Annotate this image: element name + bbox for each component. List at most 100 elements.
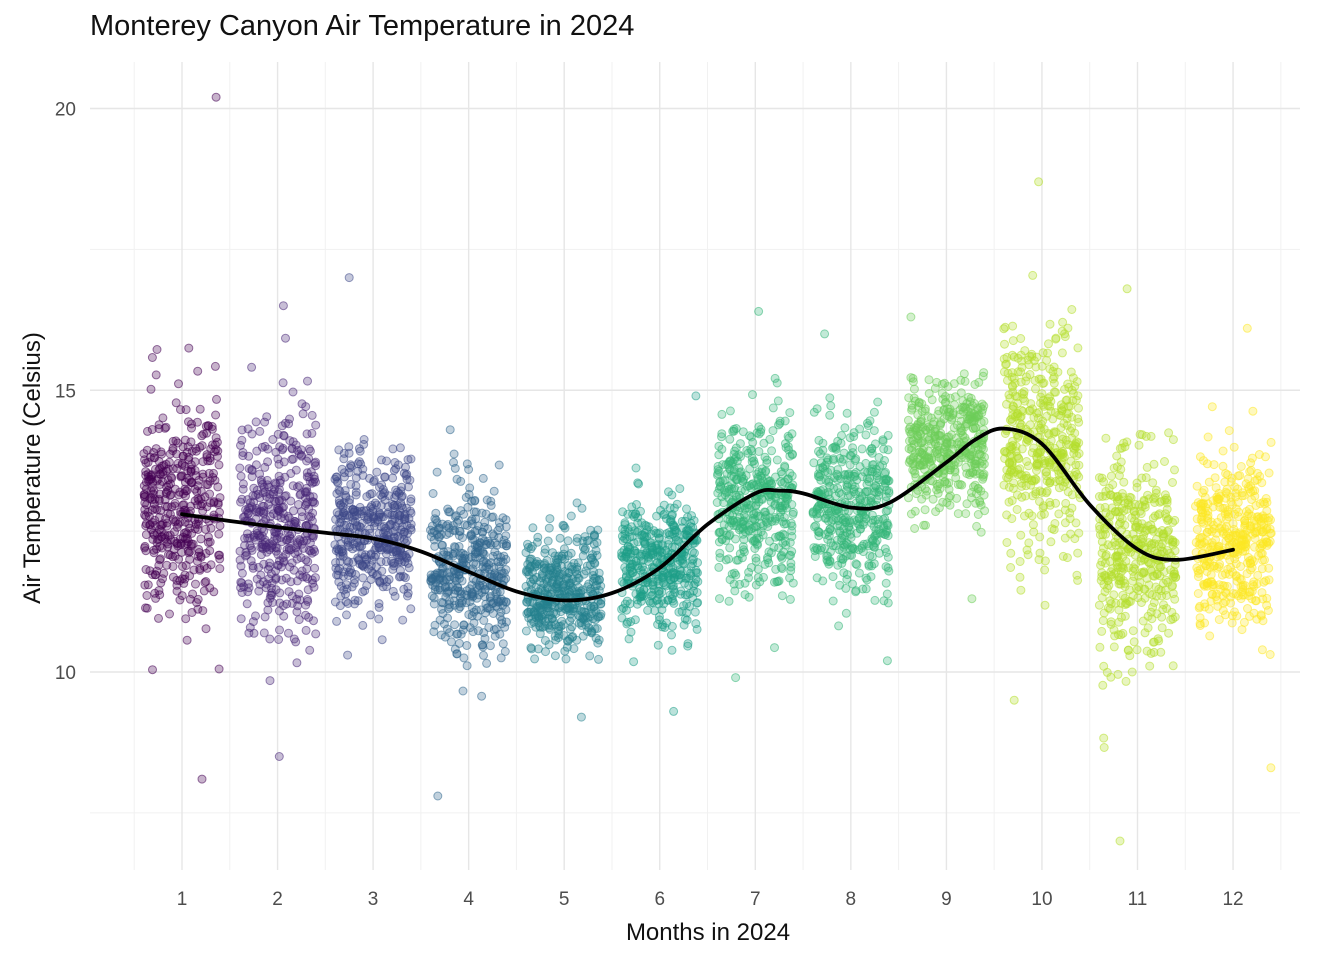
data-point bbox=[343, 537, 353, 547]
data-point bbox=[1169, 569, 1179, 579]
data-point bbox=[388, 444, 398, 454]
data-point bbox=[917, 494, 927, 504]
data-point bbox=[196, 551, 206, 561]
data-point bbox=[452, 649, 462, 659]
data-point bbox=[859, 512, 869, 522]
data-point bbox=[591, 615, 600, 625]
data-point bbox=[388, 473, 398, 483]
data-point bbox=[1074, 528, 1084, 538]
data-point bbox=[915, 447, 925, 457]
data-point bbox=[676, 589, 686, 599]
data-point bbox=[870, 531, 880, 541]
data-point bbox=[406, 454, 416, 464]
data-point bbox=[848, 448, 858, 458]
data-point bbox=[809, 458, 819, 468]
data-point bbox=[999, 367, 1009, 377]
data-point bbox=[301, 520, 311, 530]
data-point bbox=[965, 468, 975, 478]
data-point bbox=[164, 550, 173, 560]
data-point bbox=[841, 608, 851, 618]
data-point bbox=[255, 426, 265, 436]
data-point bbox=[823, 490, 833, 500]
data-point bbox=[209, 497, 219, 507]
data-point bbox=[730, 586, 740, 596]
data-point bbox=[521, 626, 531, 636]
data-point bbox=[284, 628, 293, 638]
data-point bbox=[480, 634, 490, 644]
data-point bbox=[1223, 470, 1233, 480]
data-point bbox=[377, 635, 387, 645]
data-point bbox=[873, 397, 883, 407]
data-point bbox=[305, 446, 315, 456]
data-point bbox=[171, 516, 181, 526]
data-point bbox=[1032, 460, 1042, 470]
data-point bbox=[366, 610, 376, 620]
data-point bbox=[1115, 443, 1125, 453]
data-point bbox=[659, 510, 669, 520]
data-point bbox=[917, 406, 927, 416]
data-point bbox=[274, 496, 284, 506]
data-point bbox=[657, 548, 667, 557]
data-point bbox=[869, 407, 879, 417]
data-point bbox=[1142, 462, 1152, 472]
data-point bbox=[540, 548, 550, 558]
data-point bbox=[1150, 493, 1160, 503]
data-point bbox=[1072, 570, 1082, 580]
data-point bbox=[717, 444, 727, 454]
data-point bbox=[171, 436, 181, 446]
data-point bbox=[581, 620, 591, 630]
data-point bbox=[815, 449, 825, 459]
data-point bbox=[1049, 378, 1059, 388]
data-point bbox=[450, 620, 460, 630]
data-point bbox=[199, 561, 209, 571]
data-point bbox=[302, 429, 312, 439]
data-point bbox=[467, 587, 477, 597]
data-point bbox=[534, 612, 544, 622]
data-point bbox=[682, 599, 692, 609]
data-point bbox=[265, 676, 275, 686]
data-point bbox=[206, 560, 216, 570]
data-point bbox=[188, 589, 198, 599]
data-point bbox=[857, 444, 867, 454]
data-point bbox=[267, 543, 277, 553]
data-point bbox=[1230, 482, 1240, 492]
data-point bbox=[494, 460, 504, 470]
data-point bbox=[833, 516, 843, 526]
data-point bbox=[1209, 460, 1219, 470]
data-point bbox=[352, 521, 362, 531]
data-point bbox=[156, 469, 166, 479]
data-point bbox=[1023, 550, 1033, 560]
data-point bbox=[1161, 575, 1171, 585]
data-point bbox=[287, 591, 297, 601]
data-point bbox=[1211, 592, 1221, 602]
data-point bbox=[462, 661, 472, 671]
data-point bbox=[242, 599, 252, 609]
data-point bbox=[725, 543, 735, 553]
data-point bbox=[1015, 418, 1025, 428]
data-point bbox=[1168, 661, 1178, 671]
data-point bbox=[183, 537, 193, 547]
data-point bbox=[1036, 419, 1046, 429]
data-point bbox=[161, 459, 171, 469]
data-point bbox=[863, 496, 873, 506]
data-point bbox=[921, 520, 930, 530]
data-point bbox=[1074, 460, 1084, 470]
data-point bbox=[576, 586, 586, 596]
data-point bbox=[152, 345, 162, 354]
data-point bbox=[757, 495, 767, 504]
data-point bbox=[342, 610, 351, 620]
data-point bbox=[471, 507, 481, 517]
data-point bbox=[883, 552, 893, 562]
data-point bbox=[1125, 585, 1135, 595]
data-point bbox=[151, 593, 161, 603]
data-point bbox=[154, 613, 163, 623]
data-point bbox=[277, 445, 287, 455]
data-point bbox=[825, 393, 835, 403]
data-point bbox=[834, 488, 844, 498]
data-point bbox=[1242, 323, 1252, 333]
data-point bbox=[920, 505, 930, 515]
data-point bbox=[303, 585, 313, 595]
data-point bbox=[683, 525, 693, 534]
data-point bbox=[883, 531, 893, 541]
data-point bbox=[484, 623, 494, 632]
